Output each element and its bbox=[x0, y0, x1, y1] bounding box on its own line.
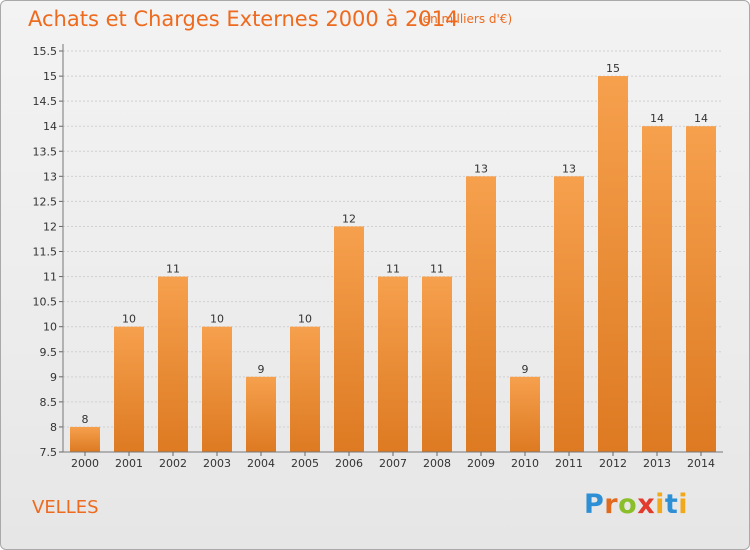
data-label: 15 bbox=[606, 62, 620, 75]
x-tick-label: 2002 bbox=[159, 457, 187, 470]
y-tick-label: 8 bbox=[50, 421, 57, 434]
axes-group bbox=[62, 44, 723, 456]
bar-2007 bbox=[378, 276, 408, 452]
x-tick-label: 2008 bbox=[423, 457, 451, 470]
y-tick-label: 15 bbox=[43, 70, 57, 83]
x-tick-label: 2000 bbox=[71, 457, 99, 470]
data-label: 14 bbox=[694, 112, 708, 125]
x-tick-label: 2014 bbox=[687, 457, 715, 470]
data-label: 12 bbox=[342, 212, 356, 225]
bar-2006 bbox=[334, 226, 364, 452]
x-tick-label: 2003 bbox=[203, 457, 231, 470]
y-tick-label: 10 bbox=[43, 321, 57, 334]
x-tick-label: 2005 bbox=[291, 457, 319, 470]
proxiti-logo: Proxiti bbox=[584, 489, 689, 520]
y-tick-labels: 7.5 8 8.5 9 9.5 10 10.5 11 11.5 12 12.5 13 13.5 14 14.… bbox=[33, 45, 58, 459]
bars-group bbox=[70, 76, 716, 452]
y-tick-label: 11 bbox=[43, 271, 57, 284]
data-label: 13 bbox=[562, 162, 576, 175]
y-tick-label: 8.5 bbox=[40, 396, 58, 409]
bar-2014 bbox=[686, 126, 716, 452]
bar-2005 bbox=[290, 326, 320, 452]
bar-2008 bbox=[422, 276, 452, 452]
commune-name: VELLES bbox=[32, 497, 99, 518]
bar-2012 bbox=[598, 76, 628, 452]
data-label: 14 bbox=[650, 112, 664, 125]
bar-2004 bbox=[246, 376, 276, 452]
data-label: 10 bbox=[210, 313, 224, 326]
y-tick-label: 7.5 bbox=[40, 446, 58, 459]
y-tick-label: 13.5 bbox=[33, 145, 58, 158]
x-tick-label: 2001 bbox=[115, 457, 143, 470]
x-tick-label: 2012 bbox=[599, 457, 627, 470]
bar-2000 bbox=[70, 426, 100, 452]
y-tick-label: 9.5 bbox=[40, 346, 58, 359]
x-tick-labels: 2000 2001 2002 2003 2004 2005 2006 2007 2008 2009… bbox=[71, 457, 715, 470]
y-tick-label: 9 bbox=[50, 371, 57, 384]
x-tick-label: 2006 bbox=[335, 457, 363, 470]
bar-2009 bbox=[466, 176, 496, 452]
x-tick-label: 2013 bbox=[643, 457, 671, 470]
x-tick-label: 2011 bbox=[555, 457, 583, 470]
y-tick-label: 11.5 bbox=[33, 246, 58, 259]
data-label: 13 bbox=[474, 162, 488, 175]
y-tick-label: 14 bbox=[43, 120, 57, 133]
data-label: 8 bbox=[82, 413, 89, 426]
chart-title: Achats et Charges Externes 2000 à 2014 bbox=[28, 7, 459, 31]
bar-2003 bbox=[202, 326, 232, 452]
y-tick-label: 12.5 bbox=[33, 195, 58, 208]
x-tick-label: 2009 bbox=[467, 457, 495, 470]
y-tick-label: 12 bbox=[43, 220, 57, 233]
data-label: 10 bbox=[122, 313, 136, 326]
chart-subtitle: (en milliers d'€) bbox=[418, 12, 513, 26]
x-tick-label: 2004 bbox=[247, 457, 275, 470]
data-label: 9 bbox=[522, 363, 529, 376]
bar-2001 bbox=[114, 326, 144, 452]
bar-2002 bbox=[158, 276, 188, 452]
data-label: 11 bbox=[430, 263, 444, 276]
data-label: 11 bbox=[166, 263, 180, 276]
data-label: 10 bbox=[298, 313, 312, 326]
y-tick-label: 10.5 bbox=[33, 296, 58, 309]
x-tick-label: 2010 bbox=[511, 457, 539, 470]
bar-2011 bbox=[554, 176, 584, 452]
y-tick-label: 14.5 bbox=[33, 95, 58, 108]
bar-2010 bbox=[510, 376, 540, 452]
y-tick-label: 15.5 bbox=[33, 45, 58, 58]
data-label: 11 bbox=[386, 263, 400, 276]
y-tick-label: 13 bbox=[43, 170, 57, 183]
bar-2013 bbox=[642, 126, 672, 452]
x-tick-label: 2007 bbox=[379, 457, 407, 470]
data-labels: 8 10 11 10 9 10 12 11 11 13 9 13 15 14 14 bbox=[82, 62, 709, 426]
data-label: 9 bbox=[258, 363, 265, 376]
